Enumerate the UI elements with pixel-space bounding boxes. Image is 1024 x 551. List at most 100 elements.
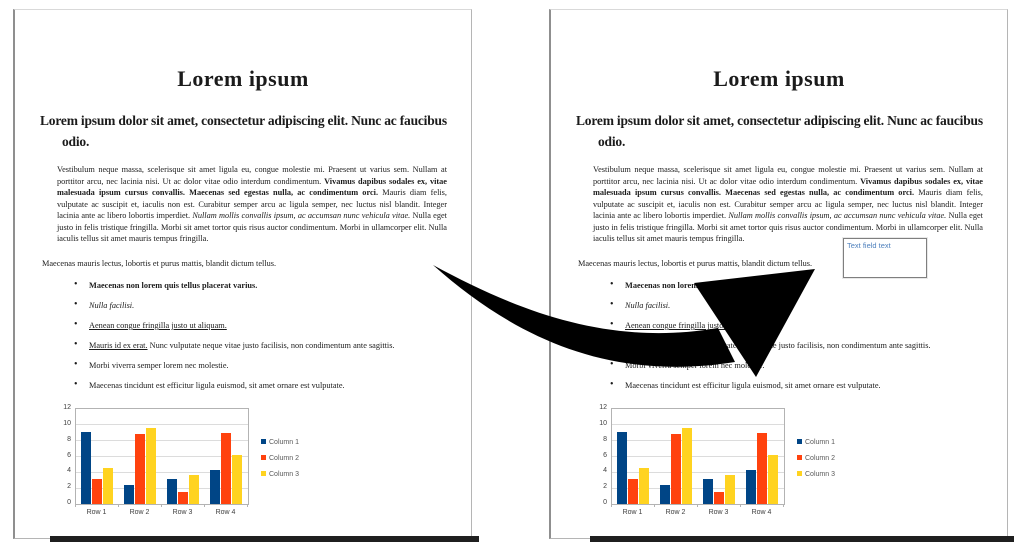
- body-paragraph: Vestibulum neque massa, scelerisque sit …: [593, 164, 983, 245]
- text-segment: Mauris id ex erat.: [625, 341, 684, 350]
- grid-line: [76, 440, 248, 442]
- legend-label: Column 3: [269, 471, 299, 478]
- bar-column-2-row-4: [221, 432, 231, 504]
- text-segment: Nunc vulputate neque vitae justo facilis…: [683, 341, 931, 350]
- grid-line: [76, 487, 248, 489]
- legend-swatch: [261, 471, 266, 476]
- document-heading: Lorem ipsum dolor sit amet, consectetur …: [576, 113, 983, 149]
- text-segment: Nulla eget justo in felis tristique frin…: [593, 211, 983, 243]
- legend-item: Column 3: [797, 470, 835, 486]
- legend-item: Column 2: [261, 454, 299, 470]
- y-axis-tick-label: 10: [599, 419, 607, 427]
- text-field-input[interactable]: Text field text: [842, 237, 928, 279]
- y-axis-tick-label: 12: [63, 404, 71, 411]
- x-axis-tick: [118, 504, 119, 507]
- bar-column-2-row-1: [92, 478, 102, 504]
- text-segment: Vivamus dapibus sodales ex, vitae malesu…: [57, 176, 447, 198]
- bullet-list: Maecenas non lorem quis tellus placerat …: [74, 279, 449, 400]
- bar-column-1-row-3: [167, 479, 177, 504]
- text-segment: Aenean congue fringilla justo ut aliquam…: [625, 321, 763, 330]
- y-axis-tick-label: 0: [67, 499, 71, 506]
- text-segment: Maecenas tincidunt est efficitur ligula …: [89, 381, 345, 390]
- y-axis-tick-label: 6: [67, 451, 71, 459]
- body-paragraph: Maecenas mauris lectus, lobortis et puru…: [578, 259, 813, 268]
- legend-swatch: [261, 455, 266, 460]
- text-segment: Vestibulum neque massa, scelerisque sit …: [57, 165, 447, 186]
- x-axis-tick: [75, 504, 76, 507]
- legend-swatch: [797, 455, 802, 460]
- bar-column-3-row-4: [232, 454, 242, 504]
- legend-label: Column 1: [269, 439, 299, 446]
- y-axis-tick-label: 10: [63, 419, 71, 427]
- grid-line: [612, 471, 784, 473]
- legend-item: Column 1: [797, 438, 835, 454]
- legend-item: Column 2: [797, 454, 835, 470]
- document-page-before: Lorem ipsum Lorem ipsum dolor sit amet, …: [13, 9, 472, 539]
- bar-chart: 0 2 4 6 8 10 12 Row 1 Row 2 Row 3 Row 4 Column 1 Col…: [57, 400, 357, 532]
- text-segment: Mauris id ex erat.: [89, 341, 148, 350]
- legend-item: Column 1: [261, 438, 299, 454]
- bar-column-3-row-1: [639, 468, 649, 504]
- bar-column-3-row-3: [189, 474, 199, 504]
- x-axis-category-label: Row 3: [708, 509, 729, 516]
- y-axis-tick-label: 4: [67, 467, 71, 475]
- bullet-item: Mauris id ex erat. Nunc vulputate neque …: [74, 339, 449, 351]
- document-title: Lorem ipsum: [177, 66, 309, 91]
- bar-column-1-row-2: [124, 485, 134, 504]
- text-segment: Mauris diam felis, vulputate ac suscipit…: [57, 188, 447, 220]
- text-segment: Morbi viverra semper lorem nec molestie.: [89, 361, 229, 370]
- bullet-item: Nulla facilisi.: [610, 299, 985, 311]
- legend-label: Column 2: [269, 455, 299, 462]
- text-segment: Maecenas non lorem quis tellus placerat …: [89, 281, 258, 290]
- y-axis-tick-label: 6: [603, 451, 607, 459]
- x-axis-tick: [204, 504, 205, 507]
- legend-label: Column 3: [805, 471, 835, 478]
- x-axis-tick: [654, 504, 655, 507]
- bar-column-1-row-3: [703, 479, 713, 504]
- x-axis-category-label: Row 4: [751, 509, 772, 516]
- text-segment: Nullam mollis convallis ipsum, ac accums…: [728, 211, 947, 220]
- bar-column-1-row-1: [617, 431, 627, 504]
- chart-plot-area: [611, 408, 785, 505]
- y-axis-tick-label: 4: [603, 467, 607, 475]
- bar-column-2-row-3: [714, 492, 724, 504]
- text-segment: Nulla eget justo in felis tristique frin…: [57, 211, 447, 243]
- x-axis-category-label: Row 2: [129, 509, 150, 516]
- bar-column-2-row-3: [178, 492, 188, 504]
- y-axis-tick-label: 12: [599, 404, 607, 411]
- bar-column-1-row-4: [746, 469, 756, 504]
- bullet-item: Nulla facilisi.: [74, 299, 449, 311]
- legend-swatch: [797, 439, 802, 444]
- bullet-item: Morbi viverra semper lorem nec molestie.: [74, 359, 449, 371]
- text-segment: Maecenas tincidunt est efficitur ligula …: [625, 381, 881, 390]
- x-axis-tick: [740, 504, 741, 507]
- x-axis-category-label: Row 1: [622, 509, 643, 516]
- bar-column-2-row-4: [757, 432, 767, 504]
- x-axis-category-label: Row 1: [86, 509, 107, 516]
- x-axis-category-label: Row 4: [215, 509, 236, 516]
- bullet-item: Aenean congue fringilla justo ut aliquam…: [74, 319, 449, 331]
- document-title: Lorem ipsum: [713, 66, 845, 91]
- page-drop-shadow: [50, 536, 479, 542]
- bullet-item: Mauris id ex erat. Nunc vulputate neque …: [610, 339, 985, 351]
- text-segment: Nullam mollis convallis ipsum, ac accums…: [192, 211, 411, 220]
- bullet-item: Morbi viverra semper lorem nec molestie.: [610, 359, 985, 371]
- bar-column-3-row-1: [103, 468, 113, 504]
- text-segment: Nulla facilisi.: [625, 301, 671, 310]
- grid-line: [612, 487, 784, 489]
- bullet-list: Maecenas non lorem quis tellus placerat …: [610, 279, 985, 400]
- text-segment: Aenean congue fringilla justo ut aliquam…: [89, 321, 227, 330]
- grid-line: [612, 456, 784, 457]
- body-paragraph: Maecenas mauris lectus, lobortis et puru…: [42, 259, 277, 268]
- body-paragraph: Vestibulum neque massa, scelerisque sit …: [57, 164, 447, 245]
- grid-line: [76, 456, 248, 457]
- bullet-item: Maecenas tincidunt est efficitur ligula …: [610, 379, 985, 391]
- x-axis-category-label: Row 2: [665, 509, 686, 516]
- bullet-item: Maecenas non lorem quis tellus placerat …: [610, 279, 985, 291]
- bullet-item: Maecenas non lorem quis tellus placerat …: [74, 279, 449, 291]
- chart-plot-area: [75, 408, 249, 505]
- y-axis-tick-label: 2: [67, 483, 71, 491]
- x-axis-category-label: Row 3: [172, 509, 193, 516]
- legend-swatch: [261, 439, 266, 444]
